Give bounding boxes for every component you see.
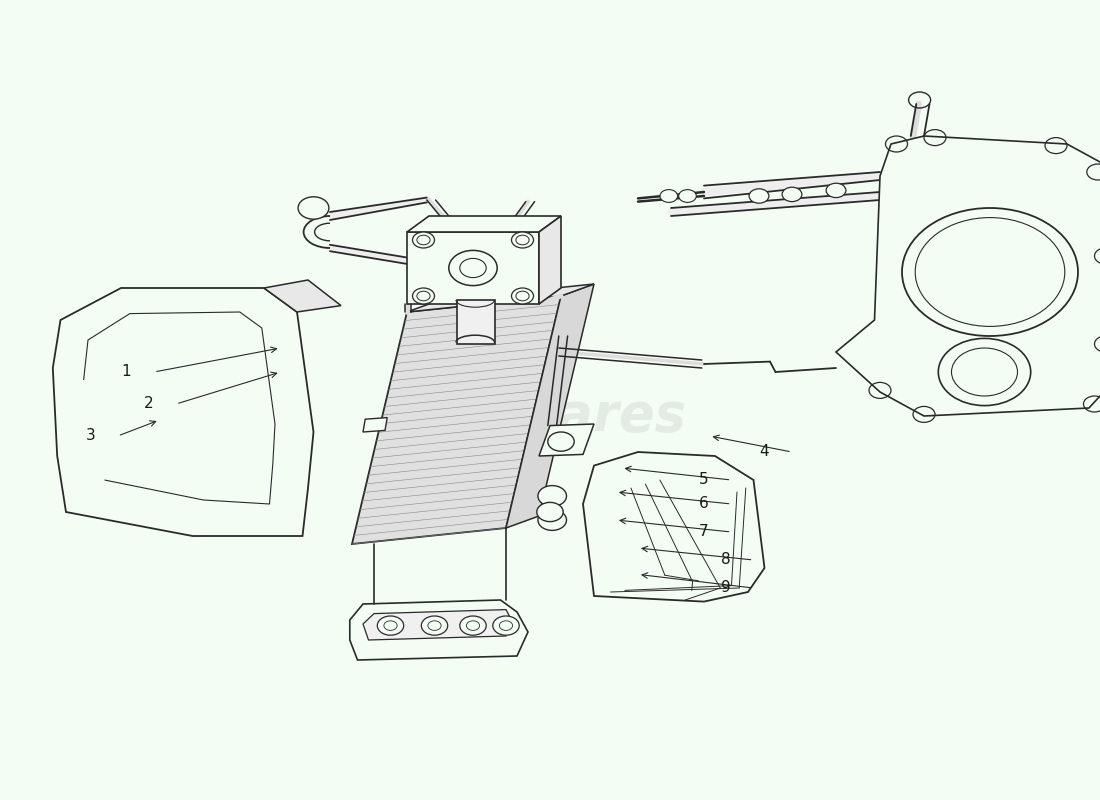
Text: 7: 7 bbox=[700, 525, 708, 539]
Circle shape bbox=[915, 218, 1065, 326]
Circle shape bbox=[902, 208, 1078, 336]
Polygon shape bbox=[583, 452, 764, 602]
Circle shape bbox=[412, 288, 434, 304]
Circle shape bbox=[537, 502, 563, 522]
Circle shape bbox=[377, 616, 404, 635]
Circle shape bbox=[512, 288, 534, 304]
Circle shape bbox=[938, 338, 1031, 406]
Circle shape bbox=[782, 187, 802, 202]
Circle shape bbox=[538, 510, 566, 530]
Text: 6: 6 bbox=[700, 497, 708, 511]
Polygon shape bbox=[363, 418, 387, 432]
Circle shape bbox=[428, 621, 441, 630]
Polygon shape bbox=[264, 280, 341, 312]
Polygon shape bbox=[539, 424, 594, 456]
Polygon shape bbox=[352, 296, 561, 544]
Circle shape bbox=[826, 183, 846, 198]
Circle shape bbox=[421, 616, 448, 635]
Polygon shape bbox=[407, 232, 539, 304]
Text: 5: 5 bbox=[700, 473, 708, 487]
Polygon shape bbox=[456, 300, 495, 344]
Circle shape bbox=[952, 348, 1018, 396]
Circle shape bbox=[493, 616, 519, 635]
Text: 3: 3 bbox=[86, 429, 95, 443]
Text: 2: 2 bbox=[144, 397, 153, 411]
Circle shape bbox=[679, 190, 696, 202]
Circle shape bbox=[417, 235, 430, 245]
Circle shape bbox=[460, 616, 486, 635]
Polygon shape bbox=[836, 136, 1100, 416]
Circle shape bbox=[660, 190, 678, 202]
Text: 4: 4 bbox=[760, 445, 769, 459]
Polygon shape bbox=[506, 284, 594, 528]
Circle shape bbox=[384, 621, 397, 630]
Circle shape bbox=[466, 621, 480, 630]
Text: 8: 8 bbox=[722, 553, 730, 567]
Circle shape bbox=[417, 291, 430, 301]
Circle shape bbox=[512, 232, 534, 248]
Polygon shape bbox=[407, 216, 561, 232]
Circle shape bbox=[516, 235, 529, 245]
Polygon shape bbox=[53, 288, 314, 536]
Circle shape bbox=[548, 432, 574, 451]
Text: cu  pares: cu pares bbox=[414, 390, 686, 442]
Polygon shape bbox=[350, 600, 528, 660]
Circle shape bbox=[460, 258, 486, 278]
Polygon shape bbox=[407, 284, 594, 312]
Circle shape bbox=[499, 621, 513, 630]
Circle shape bbox=[749, 189, 769, 203]
Circle shape bbox=[412, 232, 434, 248]
Text: 9: 9 bbox=[722, 581, 730, 595]
Circle shape bbox=[449, 250, 497, 286]
Text: 1: 1 bbox=[122, 365, 131, 379]
Polygon shape bbox=[363, 610, 512, 640]
Circle shape bbox=[538, 486, 566, 506]
Polygon shape bbox=[539, 216, 561, 304]
Circle shape bbox=[298, 197, 329, 219]
Circle shape bbox=[516, 291, 529, 301]
